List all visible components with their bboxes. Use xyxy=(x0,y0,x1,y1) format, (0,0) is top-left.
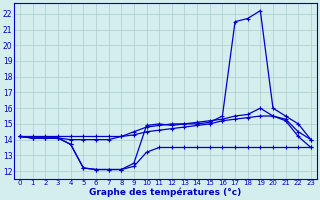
X-axis label: Graphe des températures (°c): Graphe des températures (°c) xyxy=(89,188,242,197)
